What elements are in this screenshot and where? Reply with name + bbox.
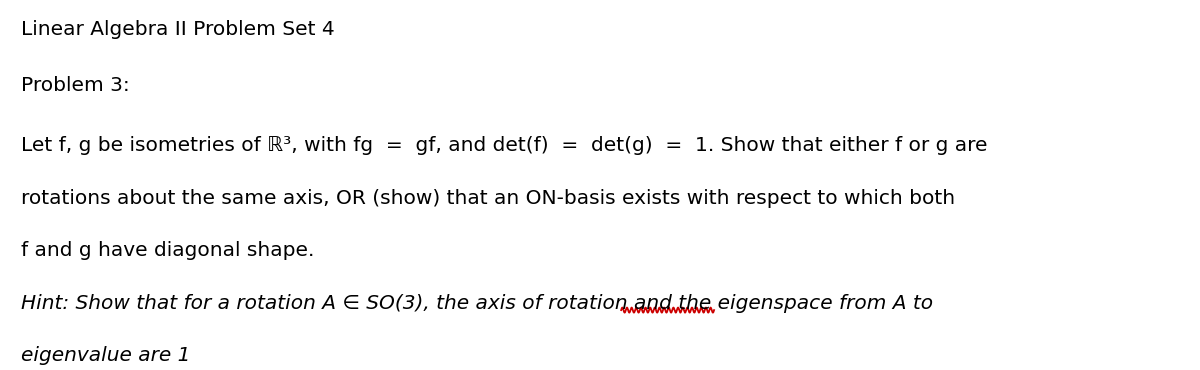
Text: Problem 3:: Problem 3: [22,76,130,95]
Text: Linear Algebra II Problem Set 4: Linear Algebra II Problem Set 4 [22,20,335,39]
Text: Let f, g be isometries of ℝ³, with fg  =  gf, and det(f)  =  det(g)  =  1. Show : Let f, g be isometries of ℝ³, with fg = … [22,136,988,155]
Text: Hint: Show that for a rotation A ∈ SO(3), the axis of rotation and the eigenspac: Hint: Show that for a rotation A ∈ SO(3)… [22,294,934,313]
Text: f and g have diagonal shape.: f and g have diagonal shape. [22,241,314,260]
Text: rotations about the same axis, OR (show) that an ON-basis exists with respect to: rotations about the same axis, OR (show)… [22,189,955,208]
Text: eigenvalue are 1: eigenvalue are 1 [22,346,191,365]
